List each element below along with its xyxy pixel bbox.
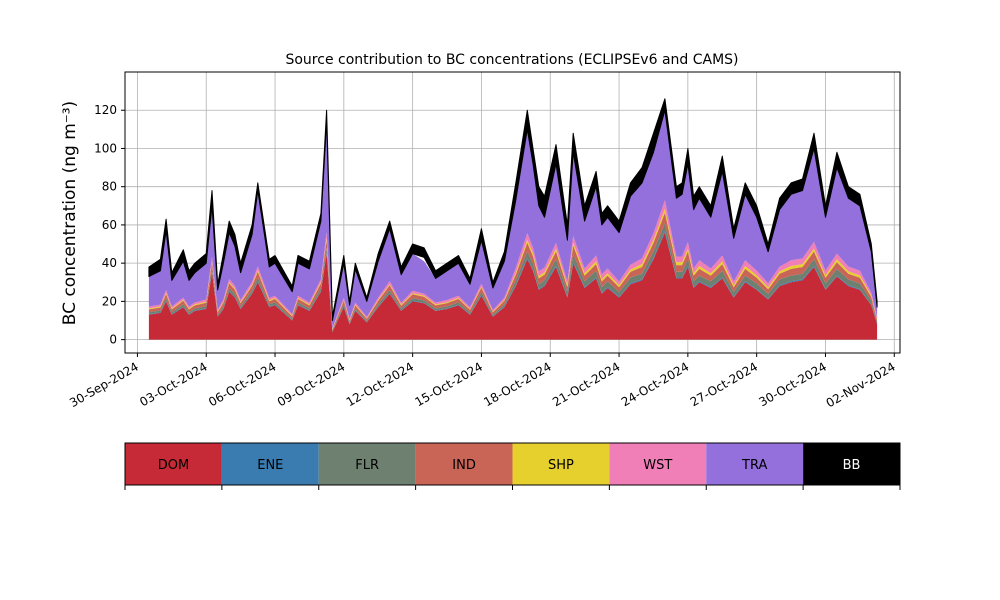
legend-label-bb: BB <box>843 458 861 473</box>
legend-label-wst: WST <box>643 458 672 473</box>
y-tick-label: 40 <box>102 256 117 270</box>
y-axis: 0 20 40 60 80 100 120 <box>94 103 125 347</box>
legend-swatch-flr <box>318 443 416 485</box>
legend-label-shp: SHP <box>548 458 574 473</box>
legend-label-flr: FLR <box>355 458 379 473</box>
legend-label-tra: TRA <box>741 458 767 473</box>
y-tick-label: 120 <box>94 103 117 117</box>
legend-swatch-wst <box>609 443 707 485</box>
y-tick-label: 60 <box>102 218 117 232</box>
y-tick-label: 20 <box>102 294 117 308</box>
legend-swatch-ind <box>415 443 513 485</box>
stacked-areas <box>148 98 878 340</box>
y-axis-label: BC concentration (ng m⁻³) <box>60 101 80 325</box>
chart-title: Source contribution to BC concentrations… <box>285 52 738 68</box>
area-bb <box>148 98 878 321</box>
legend-label-ene: ENE <box>257 458 283 473</box>
legend: DOM ENE FLR IND SHP WST TRA BB <box>124 442 901 490</box>
y-tick-label: 100 <box>94 141 117 155</box>
legend-label-ind: IND <box>452 458 476 473</box>
y-tick-label: 0 <box>109 333 117 347</box>
legend-swatch-bb <box>803 443 900 485</box>
legend-label-dom: DOM <box>158 458 189 473</box>
legend-swatch-dom <box>125 443 222 485</box>
legend-swatch-shp <box>512 443 610 485</box>
y-tick-label: 80 <box>102 180 117 194</box>
legend-swatch-tra <box>706 443 804 485</box>
plot-frame <box>124 71 901 354</box>
area-dom <box>148 232 878 340</box>
legend-swatch-ene <box>221 443 319 485</box>
